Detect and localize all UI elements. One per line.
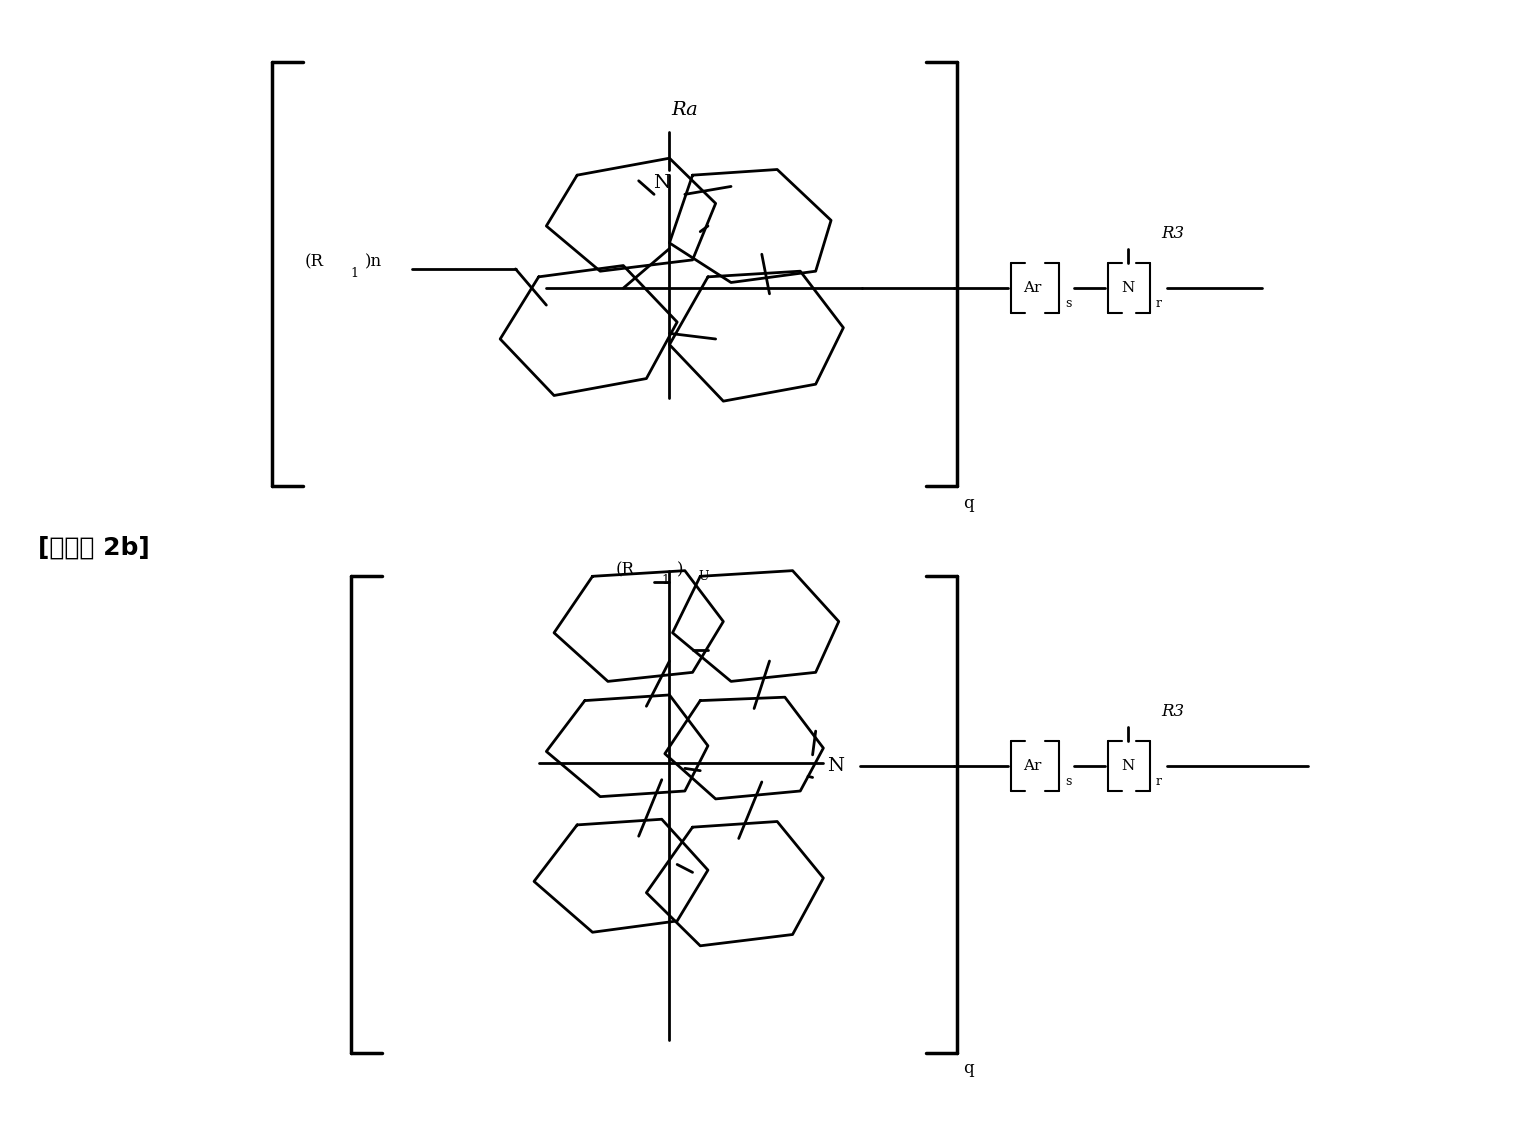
Text: (R: (R (305, 253, 323, 271)
Text: r: r (1156, 775, 1162, 789)
Text: N: N (1122, 281, 1134, 295)
Text: s: s (1065, 297, 1071, 311)
Text: )n: )n (365, 253, 382, 271)
Text: r: r (1156, 297, 1162, 311)
Text: 1: 1 (351, 267, 359, 280)
Text: 1: 1 (662, 574, 669, 588)
Text: U: U (699, 570, 709, 583)
Text: q: q (963, 495, 974, 512)
Text: Ar: Ar (1023, 281, 1042, 295)
Text: s: s (1065, 775, 1071, 789)
Text: Ar: Ar (1023, 759, 1042, 773)
Text: (R: (R (616, 560, 634, 579)
Text: N: N (653, 174, 671, 192)
Text: N: N (826, 757, 845, 775)
Text: ): ) (677, 560, 683, 579)
Text: Ra: Ra (671, 101, 699, 119)
Text: q: q (963, 1060, 974, 1077)
Text: [化学式 2b]: [化学式 2b] (38, 536, 151, 560)
Text: N: N (1122, 759, 1134, 773)
Text: R3: R3 (1160, 703, 1185, 721)
Text: R3: R3 (1160, 225, 1185, 243)
